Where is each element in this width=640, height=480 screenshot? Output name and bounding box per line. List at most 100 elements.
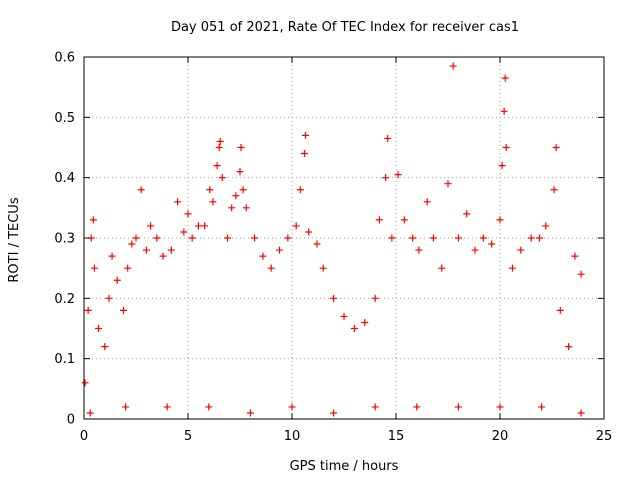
data-point [288, 403, 296, 411]
data-point [108, 252, 116, 260]
data-point [209, 198, 217, 206]
data-point [449, 62, 457, 70]
data-point [292, 222, 300, 230]
data-point [236, 168, 244, 176]
y-tick-label: 0.6 [54, 51, 75, 66]
data-point [454, 234, 462, 242]
data-point [142, 246, 150, 254]
data-point [137, 186, 145, 194]
data-point [296, 186, 304, 194]
data-point [86, 409, 94, 417]
data-point [259, 252, 267, 260]
data-point [267, 264, 275, 272]
data-point [228, 204, 236, 212]
x-tick-label: 25 [596, 429, 613, 444]
data-point [500, 107, 508, 115]
y-tick-label: 0.3 [54, 232, 75, 247]
data-point [496, 403, 504, 411]
data-point [330, 409, 338, 417]
data-point [361, 318, 369, 326]
data-point [89, 216, 97, 224]
y-tick-label: 0.5 [54, 111, 75, 126]
data-point [415, 246, 423, 254]
data-point [542, 222, 550, 230]
axis-ticks: 0 0.1 0.2 0.3 0.4 0.5 0.6 0 5 10 15 20 25 [54, 51, 612, 445]
data-point [517, 246, 525, 254]
x-tick-label: 20 [492, 429, 509, 444]
data-point [81, 379, 89, 387]
data-point [508, 264, 516, 272]
data-point [409, 234, 417, 242]
data-point [538, 403, 546, 411]
data-point [113, 276, 121, 284]
data-point [246, 409, 254, 417]
data-point [159, 252, 167, 260]
data-point [90, 264, 98, 272]
data-point [84, 306, 92, 314]
y-axis-label: ROTI / TECUs [7, 197, 22, 282]
data-point [122, 403, 130, 411]
data-point [400, 216, 408, 224]
data-point [527, 234, 535, 242]
data-point [496, 216, 504, 224]
data-point [224, 234, 232, 242]
data-point [488, 240, 496, 248]
data-point [167, 246, 175, 254]
data-point [239, 186, 247, 194]
y-tick-label: 0.4 [54, 171, 75, 186]
data-point [319, 264, 327, 272]
data-point [444, 180, 452, 188]
data-point [147, 222, 155, 230]
data-point [201, 222, 209, 230]
data-point [188, 234, 196, 242]
x-tick-label: 5 [184, 429, 192, 444]
data-point [128, 240, 136, 248]
data-point [302, 131, 310, 139]
data-point [350, 325, 358, 332]
data-point [95, 325, 103, 332]
data-point [498, 162, 506, 170]
data-point [375, 216, 383, 224]
x-axis-label: GPS time / hours [290, 459, 399, 474]
data-point [471, 246, 479, 254]
data-point [371, 294, 379, 302]
data-point [242, 204, 250, 212]
data-point [180, 228, 188, 236]
data-point [120, 306, 128, 314]
x-tick-label: 15 [388, 429, 405, 444]
data-point [153, 234, 161, 242]
y-tick-label: 0 [67, 413, 75, 428]
x-tick-label: 10 [284, 429, 301, 444]
grid [84, 57, 604, 419]
data-point [251, 234, 259, 242]
data-point [101, 343, 109, 351]
data-point [384, 134, 392, 142]
data-point [206, 186, 214, 194]
data-point [571, 252, 579, 260]
chart-title: Day 051 of 2021, Rate Of TEC Index for r… [171, 20, 519, 35]
data-point [552, 144, 560, 151]
y-tick-label: 0.2 [54, 292, 75, 307]
x-tick-label: 0 [80, 429, 88, 444]
data-point [305, 228, 313, 236]
data-point [124, 264, 132, 272]
data-point [502, 144, 510, 151]
data-point [577, 270, 585, 278]
data-point [213, 162, 221, 170]
data-point [276, 246, 284, 254]
data-point [105, 294, 113, 302]
data-point [216, 137, 224, 145]
data-point [184, 210, 192, 218]
y-tick-label: 0.1 [54, 352, 75, 367]
data-point [463, 210, 471, 218]
data-point [454, 403, 462, 411]
data-point [536, 234, 544, 242]
data-point [194, 222, 202, 230]
data-point [330, 294, 338, 302]
data-point [174, 198, 182, 206]
data-point [388, 234, 396, 242]
data-point [232, 192, 240, 200]
data-point [132, 234, 140, 242]
data-point [565, 343, 573, 351]
